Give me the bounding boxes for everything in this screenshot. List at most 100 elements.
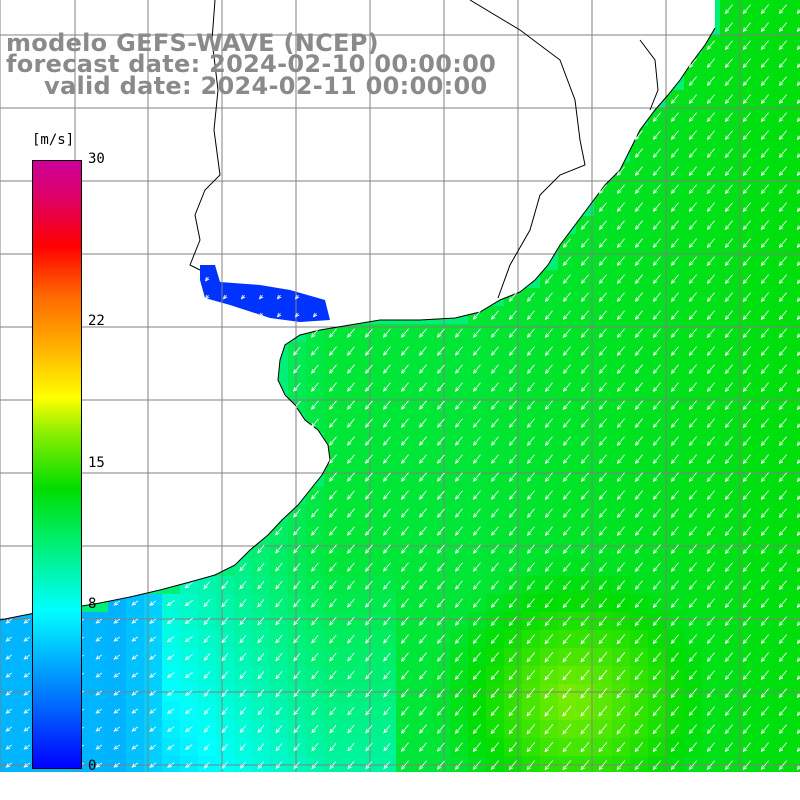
wind-arrow — [724, 616, 733, 627]
wind-arrow — [580, 436, 589, 446]
wind-arrow — [311, 490, 319, 500]
wind-cell — [792, 270, 800, 289]
wind-arrow — [598, 364, 607, 374]
wind-arrow — [382, 490, 391, 500]
wind-arrow — [724, 202, 733, 213]
wind-arrow — [508, 472, 517, 482]
wind-arrow — [328, 418, 337, 428]
wind-arrow — [652, 508, 661, 519]
wind-arrow — [670, 220, 679, 231]
wind-arrow — [634, 436, 643, 447]
wind-arrow — [508, 490, 517, 500]
wind-arrow — [760, 562, 769, 573]
wind-arrow — [400, 454, 409, 464]
wind-arrow — [418, 490, 427, 500]
wind-arrow — [598, 184, 607, 194]
wind-arrow — [544, 616, 554, 627]
wind-arrow — [400, 364, 409, 374]
wind-arrow — [688, 454, 697, 465]
wind-arrow — [544, 310, 553, 320]
wind-arrow — [670, 292, 679, 303]
wind-arrow — [418, 436, 427, 446]
wind-arrow — [580, 382, 589, 392]
wind-arrow — [742, 508, 751, 519]
wind-arrow — [598, 436, 607, 446]
wind-arrow — [562, 454, 571, 464]
wind-arrow — [760, 598, 769, 609]
wind-arrow — [616, 580, 625, 591]
wind-cell — [792, 54, 800, 73]
wind-arrow — [742, 220, 751, 231]
wind-arrow — [706, 580, 715, 591]
wind-arrow — [544, 328, 553, 338]
wind-arrow — [508, 328, 517, 338]
wind-arrow — [742, 346, 751, 357]
wind-arrow — [634, 202, 643, 213]
wind-arrow — [562, 418, 571, 428]
wind-arrow — [778, 22, 787, 33]
wind-arrow — [706, 112, 715, 123]
wind-arrow — [329, 580, 337, 590]
wind-cell — [792, 630, 800, 649]
wind-cell — [792, 90, 800, 109]
wind-arrow — [257, 617, 265, 626]
wind-arrow — [293, 580, 301, 590]
wind-arrow — [778, 202, 787, 213]
wind-arrow — [778, 292, 787, 303]
wind-arrow — [688, 364, 697, 375]
wind-arrow — [544, 382, 553, 392]
wind-arrow — [382, 346, 391, 356]
wind-arrow — [580, 364, 589, 374]
wind-arrow — [688, 94, 697, 105]
wind-arrow — [400, 508, 409, 518]
wind-arrow — [508, 508, 517, 518]
wind-arrow — [472, 544, 481, 554]
wind-arrow — [294, 312, 300, 318]
wind-arrow — [436, 382, 445, 392]
wind-arrow — [562, 472, 571, 482]
wind-arrow — [778, 220, 787, 231]
wind-arrow — [742, 616, 751, 627]
wind-arrow — [706, 490, 715, 501]
wind-arrow — [706, 58, 715, 69]
wind-arrow — [580, 220, 589, 230]
wind-arrow — [436, 616, 445, 626]
wind-arrow — [454, 400, 463, 410]
wind-arrow — [580, 580, 589, 591]
wind-arrow — [203, 581, 211, 590]
wind-arrow — [652, 400, 661, 411]
wind-arrow — [346, 382, 355, 392]
wind-arrow — [508, 616, 517, 627]
wind-arrow — [616, 436, 625, 447]
wind-arrow — [778, 400, 787, 411]
wind-arrow — [472, 400, 481, 410]
wind-arrow — [778, 310, 787, 321]
wind-arrow — [346, 418, 355, 428]
wind-arrow — [490, 562, 499, 572]
wind-arrow — [544, 436, 553, 446]
wind-arrow — [652, 202, 661, 213]
wind-arrow — [670, 436, 679, 447]
colorbar-tick-label: 15 — [88, 454, 105, 471]
wind-arrow — [293, 364, 301, 374]
wind-arrow — [418, 562, 427, 572]
wind-arrow — [562, 598, 572, 609]
wind-arrow — [616, 220, 625, 231]
wind-arrow — [724, 94, 733, 105]
wind-arrow — [418, 454, 427, 464]
wind-arrow — [472, 508, 481, 518]
wind-arrow — [544, 508, 553, 518]
wind-arrow — [634, 184, 643, 195]
wind-arrow — [364, 418, 373, 428]
wind-arrow — [616, 328, 625, 339]
wind-arrow — [724, 184, 733, 195]
wind-arrow — [724, 472, 733, 483]
wind-arrow — [760, 112, 769, 123]
wind-arrow — [580, 256, 589, 266]
wind-arrow — [526, 544, 535, 554]
wind-arrow — [436, 436, 445, 446]
wind-arrow — [95, 618, 103, 624]
wind-arrow — [365, 616, 373, 626]
wind-arrow — [778, 526, 787, 537]
